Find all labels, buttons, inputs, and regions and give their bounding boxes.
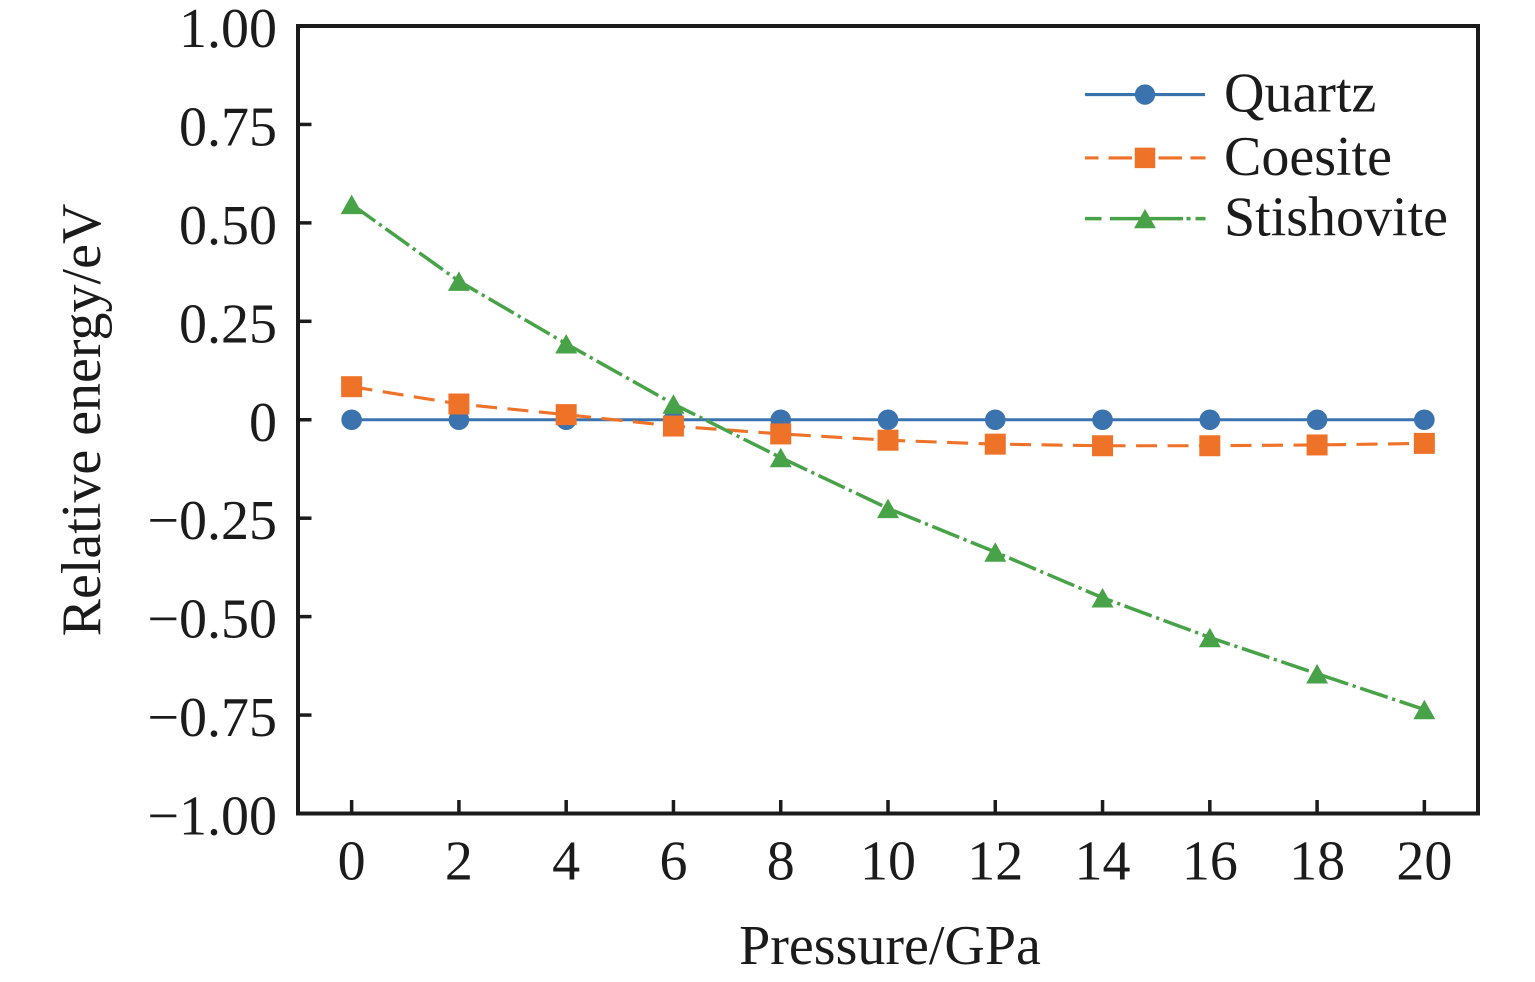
svg-text:1.00: 1.00 [179,0,277,60]
svg-text:10: 10 [860,831,916,893]
svg-text:0: 0 [249,392,277,454]
svg-text:6: 6 [659,831,687,893]
svg-text:12: 12 [967,831,1023,893]
svg-text:0.25: 0.25 [179,293,277,355]
svg-text:Coesite: Coesite [1224,126,1392,188]
svg-text:Stishovite: Stishovite [1224,187,1448,249]
svg-text:−0.75: −0.75 [147,687,277,749]
svg-text:16: 16 [1182,831,1238,893]
svg-text:4: 4 [552,831,580,893]
svg-text:2: 2 [445,831,473,893]
svg-text:0.50: 0.50 [179,195,277,257]
svg-text:−0.25: −0.25 [147,490,277,552]
svg-text:Quartz: Quartz [1224,63,1376,125]
svg-text:Relative energy/eV: Relative energy/eV [51,204,113,637]
svg-text:18: 18 [1289,831,1345,893]
svg-text:Pressure/GPa: Pressure/GPa [739,915,1041,977]
svg-text:−0.50: −0.50 [147,589,277,651]
svg-text:0: 0 [338,831,366,893]
svg-text:8: 8 [767,831,795,893]
svg-text:0.75: 0.75 [179,96,277,158]
svg-text:−1.00: −1.00 [147,786,277,848]
svg-text:14: 14 [1075,831,1131,893]
svg-text:20: 20 [1396,831,1452,893]
